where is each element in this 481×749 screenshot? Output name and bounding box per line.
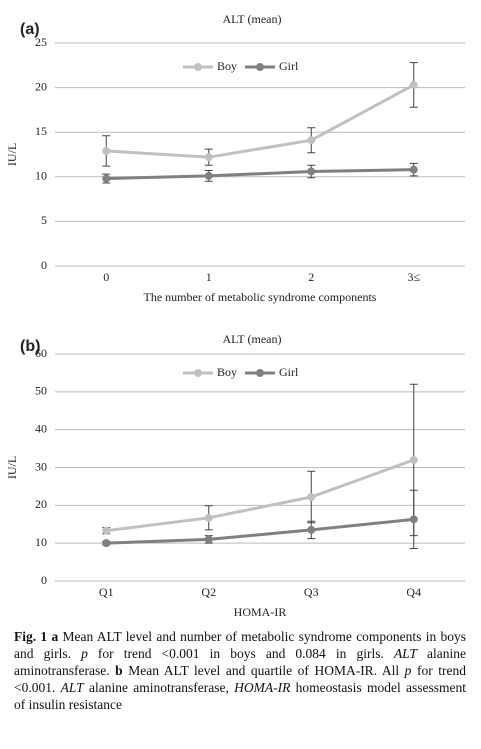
- y-tick-label: 10: [35, 535, 47, 549]
- caption: Fig. 1 a Mean ALT level and number of me…: [14, 628, 466, 713]
- caption-run: Fig. 1 a: [14, 629, 59, 644]
- x-tick-label: 0: [103, 270, 109, 284]
- legend-marker: [256, 63, 264, 71]
- data-point: [204, 513, 213, 522]
- data-point: [307, 525, 316, 534]
- legend-label: Boy: [217, 59, 237, 73]
- x-tick-label: Q2: [201, 585, 216, 599]
- legend-marker: [256, 369, 264, 377]
- caption-run: ALT: [393, 646, 417, 661]
- x-tick-label: 2: [308, 270, 314, 284]
- y-tick-label: 25: [35, 35, 47, 49]
- legend-label: Girl: [279, 59, 299, 73]
- data-point: [102, 146, 111, 155]
- legend-marker: [194, 369, 202, 377]
- caption-run: b: [115, 663, 123, 678]
- y-tick-label: 0: [41, 573, 47, 587]
- x-tick-label: Q3: [304, 585, 319, 599]
- series-line: [106, 458, 415, 533]
- x-tick-label: 3≤: [407, 270, 420, 284]
- legend-label: Boy: [217, 365, 237, 379]
- caption-run: alanine aminotransferase,: [83, 680, 235, 695]
- y-tick-label: 15: [35, 124, 47, 138]
- y-tick-label: 5: [41, 213, 47, 227]
- data-point: [409, 80, 418, 89]
- y-tick-label: 0: [41, 258, 47, 272]
- x-tick-label: Q4: [406, 585, 421, 599]
- y-axis-label: IU/L: [5, 143, 19, 166]
- data-point: [307, 167, 316, 176]
- data-point: [409, 165, 418, 174]
- data-point: [102, 539, 111, 548]
- x-tick-label: Q1: [99, 585, 114, 599]
- data-point: [102, 174, 111, 183]
- x-tick-label: 1: [206, 270, 212, 284]
- panel-label: (a): [20, 21, 40, 38]
- caption-run: HOMA-IR: [234, 680, 291, 695]
- series-line: [106, 517, 414, 545]
- y-tick-label: 40: [35, 421, 47, 435]
- series-line: [106, 168, 414, 181]
- chart-title: ALT (mean): [223, 12, 282, 26]
- caption-run: alanine aminotransferase.: [14, 646, 467, 678]
- caption-run: Mean ALT level and number of metabolic s…: [14, 629, 467, 661]
- caption-run: for trend <0.001.: [14, 663, 466, 695]
- legend-label: Girl: [279, 365, 299, 379]
- y-tick-label: 30: [35, 459, 47, 473]
- data-point: [307, 493, 316, 502]
- y-tick-label: 20: [35, 497, 47, 511]
- y-axis-label: IU/L: [5, 456, 19, 479]
- data-point: [409, 455, 418, 464]
- caption-run: Mean ALT level and quartile of HOMA-IR. …: [122, 663, 405, 678]
- legend-marker: [194, 63, 202, 71]
- data-point: [204, 153, 213, 162]
- caption-run: p: [404, 663, 412, 678]
- y-tick-label: 20: [35, 79, 47, 93]
- panel-label: (b): [20, 338, 40, 355]
- caption-run: ALT: [60, 680, 84, 695]
- y-tick-label: 60: [35, 346, 47, 360]
- chart-title: ALT (mean): [223, 332, 282, 346]
- y-tick-label: 10: [35, 169, 47, 183]
- figure: (a) ALT (mean) 0 5 10 15 20 25 IU/L 0 1 2 3≤ The numb…: [5, 12, 465, 619]
- caption-run: homeostasis model assessment of insulin …: [14, 680, 467, 712]
- x-axis-label: HOMA-IR: [234, 605, 287, 619]
- series-line: [106, 83, 415, 159]
- data-point: [204, 171, 213, 180]
- data-point: [204, 535, 213, 544]
- caption-run: for trend <0.001 in boys and 0.084 in gi…: [87, 646, 394, 661]
- y-tick-label: 50: [35, 384, 47, 398]
- data-point: [102, 526, 111, 535]
- data-point: [409, 515, 418, 524]
- x-axis-label: The number of metabolic syndrome compone…: [144, 290, 377, 304]
- data-point: [307, 136, 316, 145]
- caption-run: p: [81, 646, 88, 661]
